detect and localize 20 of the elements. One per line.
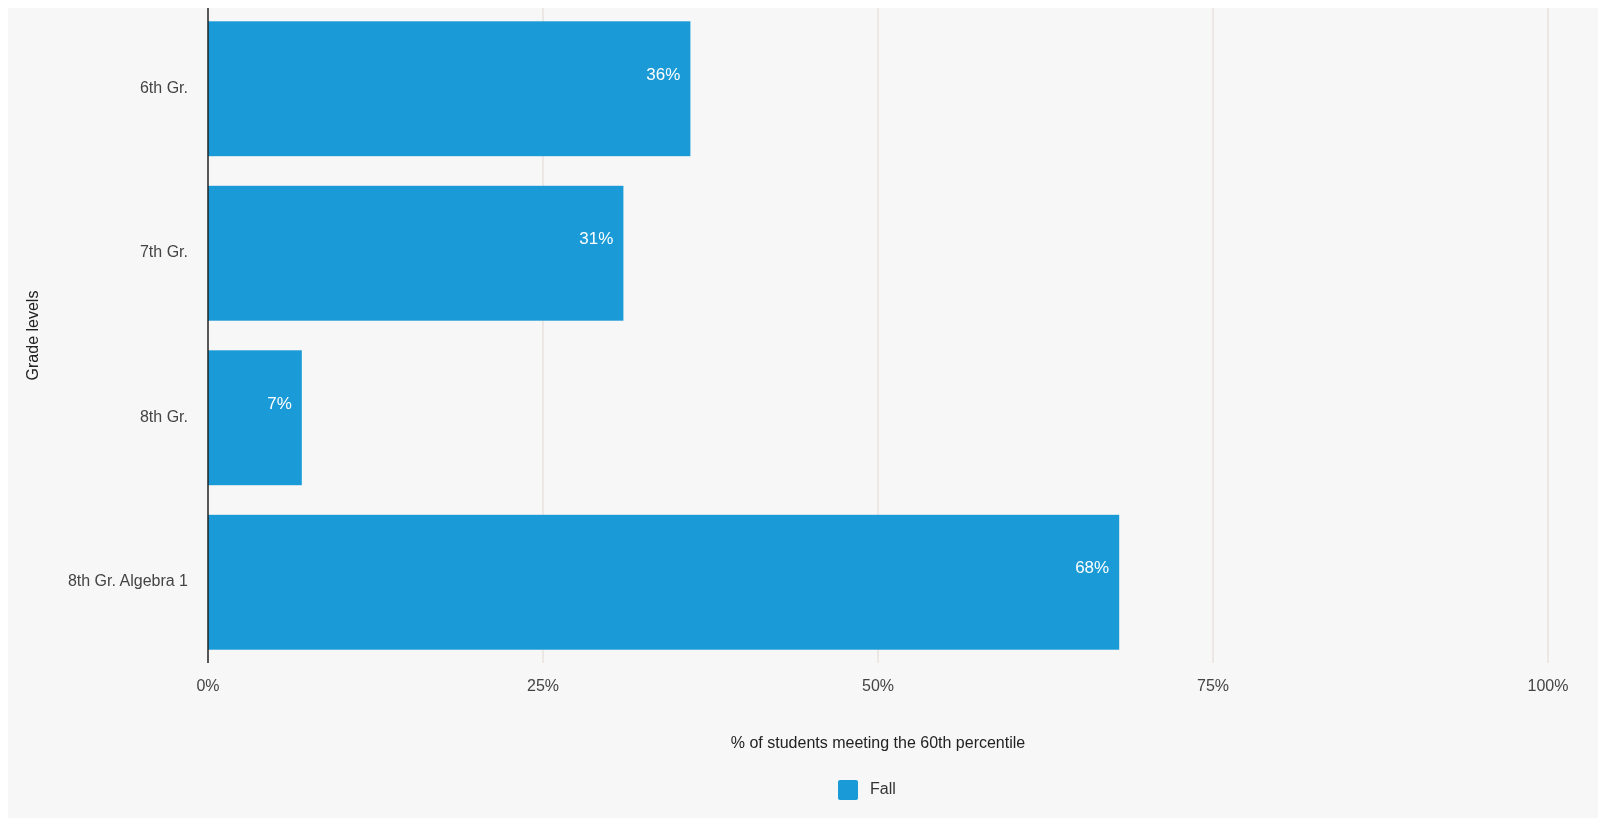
y-tick-label: 7th Gr. [139, 243, 188, 261]
y-tick-label: 8th Gr. Algebra 1 [67, 572, 189, 590]
bar [208, 21, 691, 157]
data-label: 7% [267, 393, 292, 413]
bar [208, 185, 624, 321]
bar [208, 514, 1120, 650]
data-label: 31% [579, 229, 614, 249]
x-tick-label: 0% [196, 677, 220, 694]
legend-label: Fall [870, 780, 896, 798]
bar [208, 350, 302, 486]
data-label: 36% [646, 64, 681, 84]
y-axis-title: Grade levels [24, 290, 41, 381]
x-axis-title: % of students meeting the 60th percentile [730, 734, 1026, 751]
x-tick-label: 25% [526, 677, 560, 694]
y-tick-label: 8th Gr. [139, 407, 188, 425]
x-tick-label: 100% [1527, 677, 1569, 694]
x-tick-label: 50% [861, 677, 895, 694]
y-tick-label: 6th Gr. [139, 78, 188, 96]
x-tick-label: 75% [1196, 677, 1230, 694]
data-label: 68% [1075, 558, 1110, 578]
